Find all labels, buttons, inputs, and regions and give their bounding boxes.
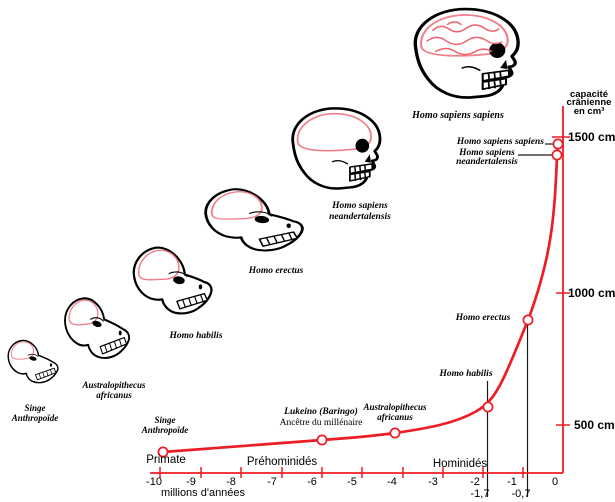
data-point-lukeino bbox=[316, 434, 328, 446]
skull-label-neandertalensis-line2: neandertalensis bbox=[329, 211, 391, 222]
data-point-singe-anthropoide bbox=[157, 446, 169, 458]
data-point-homo-erectus bbox=[522, 314, 534, 326]
skull-label-neandertalensis-line1: Homo sapiens bbox=[332, 201, 388, 211]
curve-label-neandertalensis-line1: Homo sapiens bbox=[459, 148, 515, 158]
x-tick-label-minus7: -7 bbox=[267, 476, 277, 488]
x-tick-label-minus2: -2 bbox=[470, 476, 480, 488]
skull-label-australopithecus-line2: africanus bbox=[96, 390, 132, 400]
x-tick-label-minus1: -1 bbox=[507, 476, 517, 488]
y-tick-label-1500: 1500 cm³ bbox=[568, 130, 615, 144]
x-tick-label-minus5: -5 bbox=[347, 476, 357, 488]
x-tick-label-zero: 0 bbox=[551, 476, 559, 488]
y-tick-label-500: 500 cm³ bbox=[574, 418, 615, 432]
data-point-australopithecus bbox=[389, 427, 401, 439]
x-tick-label-minus4: -4 bbox=[387, 476, 397, 488]
curve-label-homo-erectus: Homo erectus bbox=[455, 313, 511, 323]
curve-label-singe-line2: Anthropoïde bbox=[141, 424, 189, 435]
data-point-homo-habilis bbox=[482, 401, 494, 413]
skull-illustration-homo-sapiens bbox=[413, 7, 520, 100]
curve-label-homo-sapiens: Homo sapiens sapiens bbox=[456, 137, 544, 147]
curve-label-lukeino: Lukeino (Baringo) bbox=[284, 407, 358, 417]
curve-label-singe-line1: Singe bbox=[154, 415, 176, 425]
skull-illustration-neandertalensis bbox=[291, 106, 382, 190]
curve-label-lukeino-subtitle: Ancêtre du millénaire bbox=[279, 418, 363, 428]
x-tick-label-minus8: -8 bbox=[226, 476, 236, 488]
era-label-prehominides: Préhominidés bbox=[246, 456, 318, 468]
skull-label-homo-habilis: Homo habilis bbox=[169, 331, 223, 341]
data-point-neandertalensis bbox=[551, 149, 563, 161]
y-axis-title-line2: crânienne bbox=[566, 97, 612, 109]
y-tick-label-1000: 1000 cm³ bbox=[568, 286, 615, 300]
y-axis-title: capacité crânienne en cm³ bbox=[564, 89, 614, 117]
x-tick-label-minus3: -3 bbox=[428, 476, 438, 488]
y-axis-ticks bbox=[552, 136, 570, 426]
skull-label-australopithecus: Australopithecus africanus bbox=[64, 380, 164, 400]
curve-label-australopithecus-line1: Australopithecus bbox=[363, 402, 427, 412]
curve-label-australopithecus: Australopithecus africanus bbox=[345, 402, 445, 422]
skull-label-homo-erectus: Homo erectus bbox=[248, 266, 304, 276]
skull-label-homo-sapiens: Homo sapiens sapiens bbox=[412, 110, 504, 121]
era-label-hominides: Hominidés bbox=[432, 458, 488, 470]
x-axis-title: millions d'années bbox=[161, 487, 246, 499]
skull-label-singe-line1: Singe bbox=[24, 403, 46, 413]
x-special-tick-label-1-7: -1,7 bbox=[470, 488, 490, 500]
skull-label-singe-line2: Anthropoïde bbox=[11, 413, 59, 423]
curve-label-homo-habilis: Homo habilis bbox=[439, 369, 493, 379]
skull-illustration-australopithecus bbox=[63, 297, 131, 360]
x-tick-label-minus10: -10 bbox=[146, 476, 162, 488]
curve-label-neandertalensis: Homo sapiens neandertalensis bbox=[437, 148, 537, 167]
skull-label-singe: Singe Anthropoïde bbox=[0, 403, 85, 423]
x-tick-label-minus6: -6 bbox=[307, 476, 317, 488]
data-point-homo-sapiens bbox=[552, 138, 564, 150]
skull-illustration-singe-anthropoide bbox=[7, 339, 59, 384]
skull-label-australopithecus-line1: Australopithecus bbox=[82, 380, 146, 390]
y-axis-title-line1: capacité bbox=[569, 89, 609, 100]
x-axis-ticks bbox=[159, 467, 524, 478]
skull-illustration-homo-habilis bbox=[132, 246, 213, 315]
skull-label-neandertalensis: Homo sapiens neandertalensis bbox=[310, 201, 410, 222]
x-special-tick-label-0-7: -0,7 bbox=[511, 488, 531, 500]
curve-label-neandertalensis-line2: neandertalensis bbox=[456, 157, 518, 167]
curve-label-singe: Singe Anthropoïde bbox=[115, 415, 215, 435]
data-points bbox=[157, 138, 564, 458]
y-axis-title-line3: en cm³ bbox=[573, 105, 605, 117]
curve-label-australopithecus-line2: africanus bbox=[377, 411, 413, 422]
x-tick-label-minus9: -9 bbox=[186, 476, 196, 488]
era-label-primate: Primate bbox=[146, 454, 186, 466]
skull-illustration-homo-erectus bbox=[204, 187, 304, 252]
